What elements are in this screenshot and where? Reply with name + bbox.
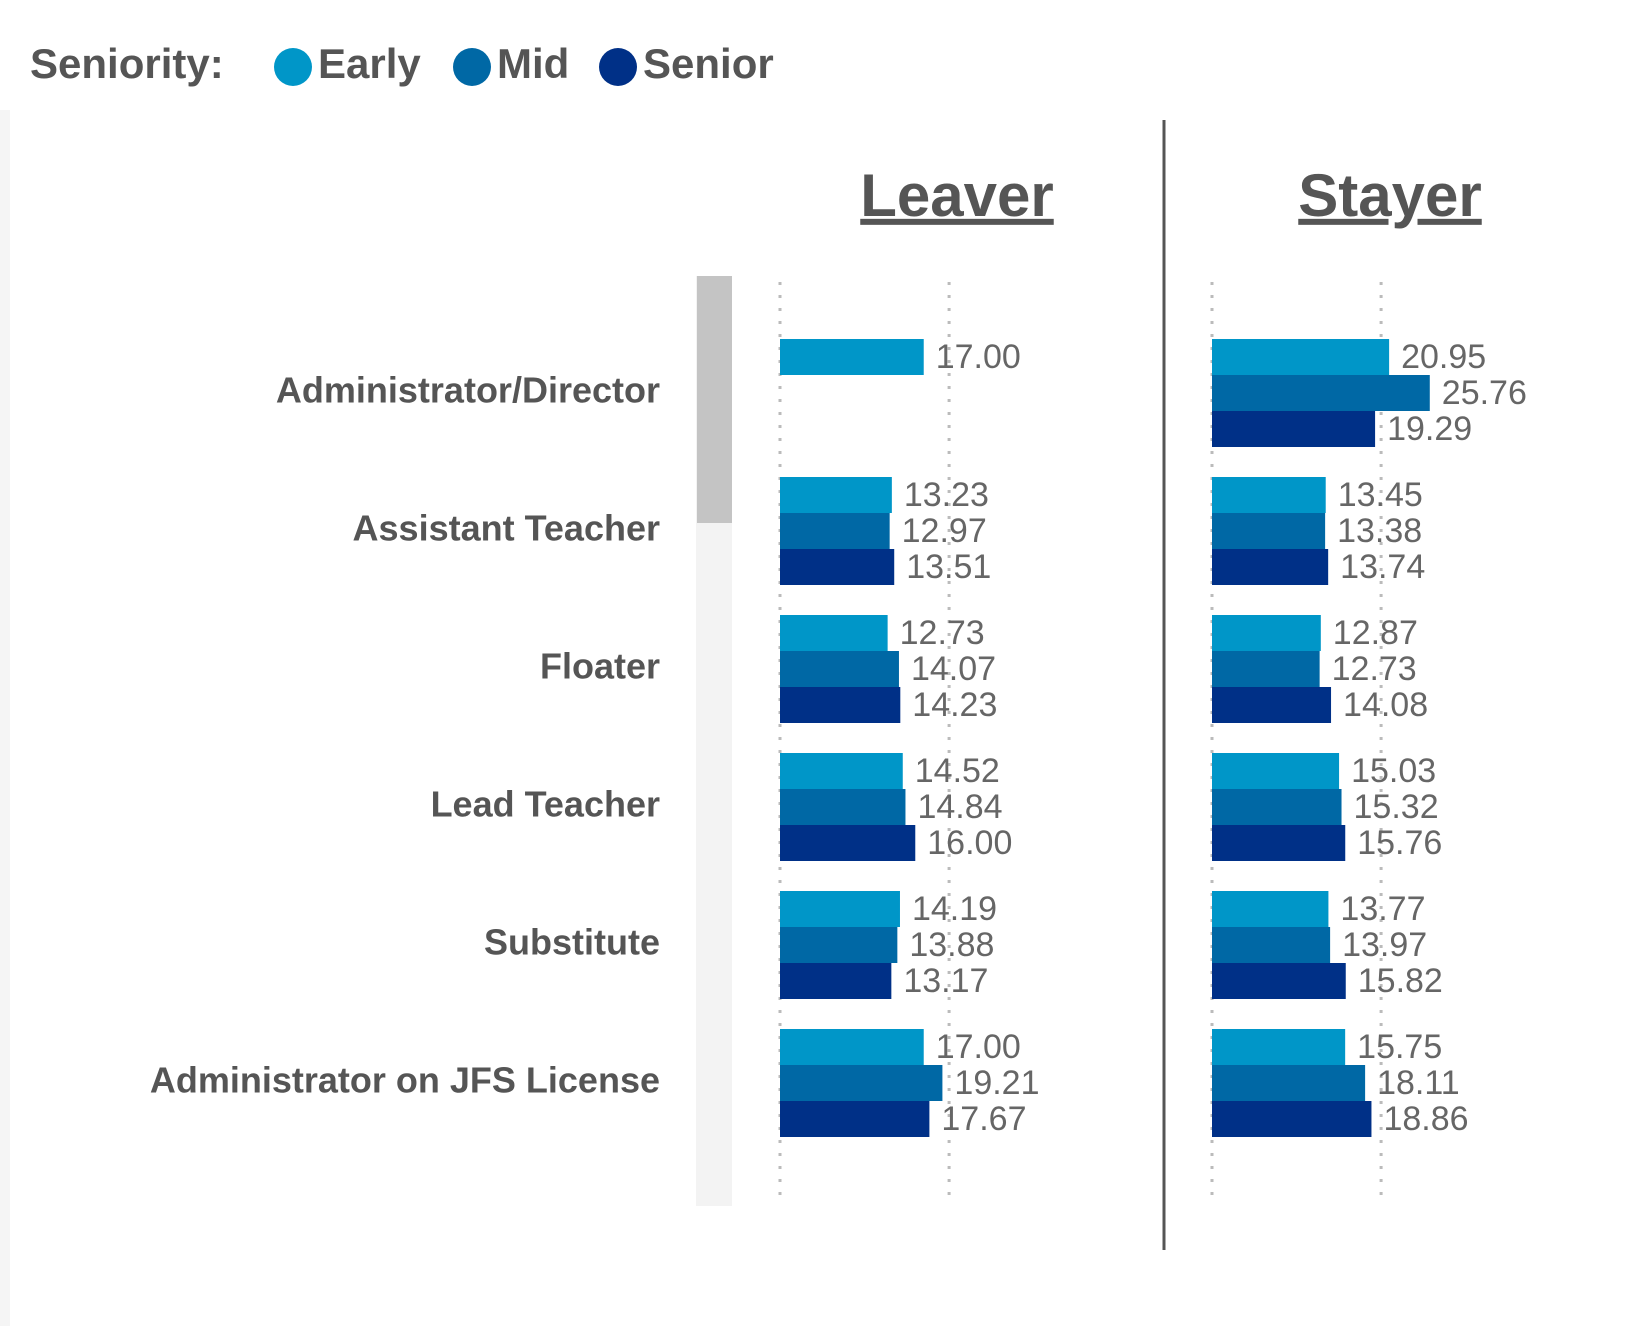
value-label: 18.86 [1383, 1100, 1468, 1138]
value-label: 17.00 [936, 338, 1021, 376]
value-label: 14.08 [1343, 686, 1428, 724]
bar [780, 339, 924, 375]
bar [1212, 1029, 1346, 1065]
value-label: 14.84 [917, 788, 1002, 826]
bar [1212, 339, 1390, 375]
value-label: 13.38 [1337, 512, 1422, 550]
value-label: 13.51 [906, 548, 991, 586]
panel-title: Stayer [1298, 162, 1481, 229]
bar [1212, 687, 1332, 723]
bar [1212, 477, 1326, 513]
value-label: 12.73 [1332, 650, 1417, 688]
value-label: 12.87 [1333, 614, 1418, 652]
value-label: 15.76 [1357, 824, 1442, 862]
bar [780, 963, 892, 999]
value-label: 13.88 [909, 926, 994, 964]
value-label: 13.17 [903, 962, 988, 1000]
value-label: 14.23 [912, 686, 997, 724]
value-label: 17.00 [936, 1028, 1021, 1066]
value-label: 12.73 [900, 614, 985, 652]
value-label: 13.74 [1340, 548, 1425, 586]
value-label: 20.95 [1401, 338, 1486, 376]
bar [1212, 375, 1430, 411]
value-label: 17.67 [941, 1100, 1026, 1138]
value-label: 25.76 [1442, 374, 1527, 412]
category-label: Administrator/Director [276, 370, 660, 411]
bar [1212, 927, 1331, 963]
bar [1212, 789, 1342, 825]
bar [1212, 891, 1329, 927]
value-label: 15.82 [1358, 962, 1443, 1000]
bar [1212, 513, 1326, 549]
panel-title: Leaver [860, 162, 1053, 229]
bar [780, 789, 906, 825]
value-label: 12.97 [902, 512, 987, 550]
category-label: Administrator on JFS License [150, 1060, 660, 1101]
bar [780, 891, 900, 927]
category-label: Assistant Teacher [353, 508, 660, 549]
bar [1212, 963, 1346, 999]
value-label: 13.45 [1338, 476, 1423, 514]
category-label: Substitute [484, 922, 660, 963]
category-label: Floater [540, 646, 660, 687]
bar [780, 651, 899, 687]
bar [1212, 651, 1320, 687]
value-label: 13.97 [1342, 926, 1427, 964]
bar [1212, 1101, 1372, 1137]
bar [1212, 549, 1329, 585]
bar [780, 1065, 943, 1101]
bar [780, 1101, 930, 1137]
value-label: 19.21 [954, 1064, 1039, 1102]
value-label: 13.77 [1340, 890, 1425, 928]
bar [780, 1029, 924, 1065]
legend-marker [453, 48, 491, 86]
bar [1212, 1065, 1366, 1101]
value-label: 13.23 [904, 476, 989, 514]
legend-title: Seniority: [30, 40, 224, 87]
legend-label: Early [318, 40, 421, 87]
legend-marker [274, 48, 312, 86]
bar [780, 825, 916, 861]
frame-edge [0, 110, 10, 1326]
bar [1212, 615, 1321, 651]
legend-marker [599, 48, 637, 86]
scroll-thumb[interactable] [697, 276, 732, 523]
value-label: 14.52 [915, 752, 1000, 790]
bar [780, 927, 898, 963]
bar [1212, 753, 1340, 789]
value-label: 16.00 [927, 824, 1012, 862]
bar [1212, 411, 1376, 447]
bar [780, 753, 903, 789]
legend-label: Senior [643, 40, 774, 87]
value-label: 19.29 [1387, 410, 1472, 448]
bar [780, 687, 901, 723]
value-label: 14.07 [911, 650, 996, 688]
value-label: 18.11 [1377, 1064, 1460, 1102]
bar [780, 615, 888, 651]
bar [780, 549, 895, 585]
value-label: 15.75 [1357, 1028, 1442, 1066]
legend-label: Mid [497, 40, 569, 87]
bar [780, 477, 892, 513]
category-label: Lead Teacher [431, 784, 660, 825]
value-label: 15.03 [1351, 752, 1436, 790]
bar [1212, 825, 1346, 861]
bar [780, 513, 890, 549]
value-label: 15.32 [1354, 788, 1439, 826]
value-label: 14.19 [912, 890, 997, 928]
